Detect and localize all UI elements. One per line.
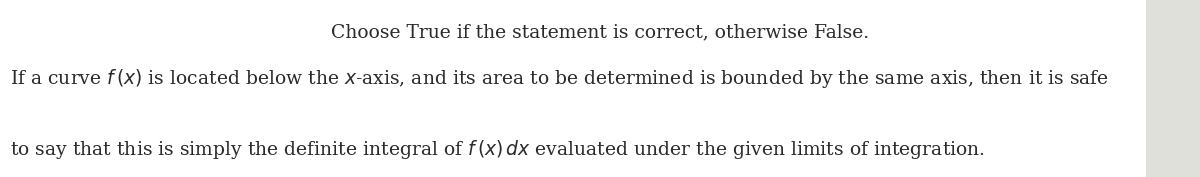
- Text: Choose True if the statement is correct, otherwise False.: Choose True if the statement is correct,…: [331, 23, 869, 41]
- Text: to say that this is simply the definite integral of $f\,(x)\,dx$ evaluated under: to say that this is simply the definite …: [10, 138, 985, 161]
- Bar: [1146, 0, 1200, 177]
- Text: If a curve $f\,(x)$ is located below the $x$-axis, and its area to be determined: If a curve $f\,(x)$ is located below the…: [10, 67, 1109, 90]
